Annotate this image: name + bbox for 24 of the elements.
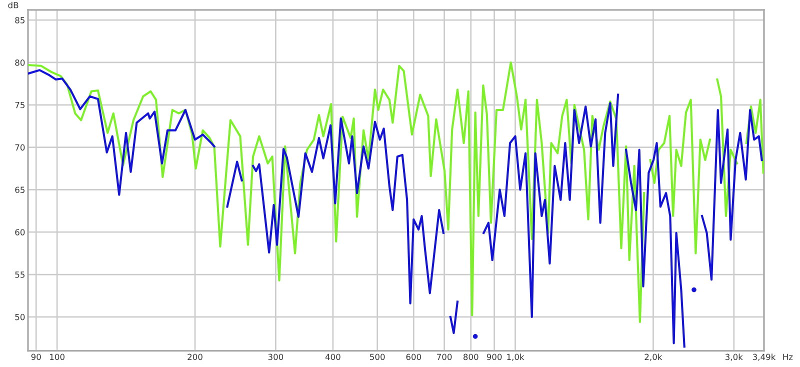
y-axis-title: dB — [8, 2, 18, 8]
y-tick-label: 50 — [15, 314, 25, 320]
y-tick-label: 60 — [15, 229, 25, 236]
y-tick-label: 85 — [15, 17, 24, 24]
x-tick-label: 400 — [325, 354, 340, 360]
x-tick-label: 700 — [437, 354, 452, 360]
y-tick-label: 55 — [15, 272, 24, 278]
x-tick-label: 3,49k — [752, 354, 776, 361]
x-tick-label: 800 — [463, 354, 478, 360]
x-tick-label: 200 — [188, 354, 202, 360]
x-tick-label: 900 — [486, 354, 502, 360]
x-tick-label: 500 — [370, 354, 385, 360]
x-tick-label: 1,0k — [507, 354, 524, 361]
y-tick-label: 70 — [15, 144, 25, 151]
y-tick-label: 80 — [15, 59, 25, 66]
y-tick-label: 65 — [15, 186, 24, 193]
x-tick-label: 3,0k — [725, 354, 743, 361]
x-axis-title: Hz — [783, 354, 793, 360]
y-tick-label: 75 — [15, 102, 24, 108]
x-tick-label: 100 — [50, 354, 64, 360]
x-tick-label: 600 — [406, 354, 422, 360]
x-tick-label: 300 — [268, 354, 284, 360]
x-tick-label: 2,0k — [644, 354, 662, 361]
x-tick-label: 90 — [31, 354, 41, 360]
